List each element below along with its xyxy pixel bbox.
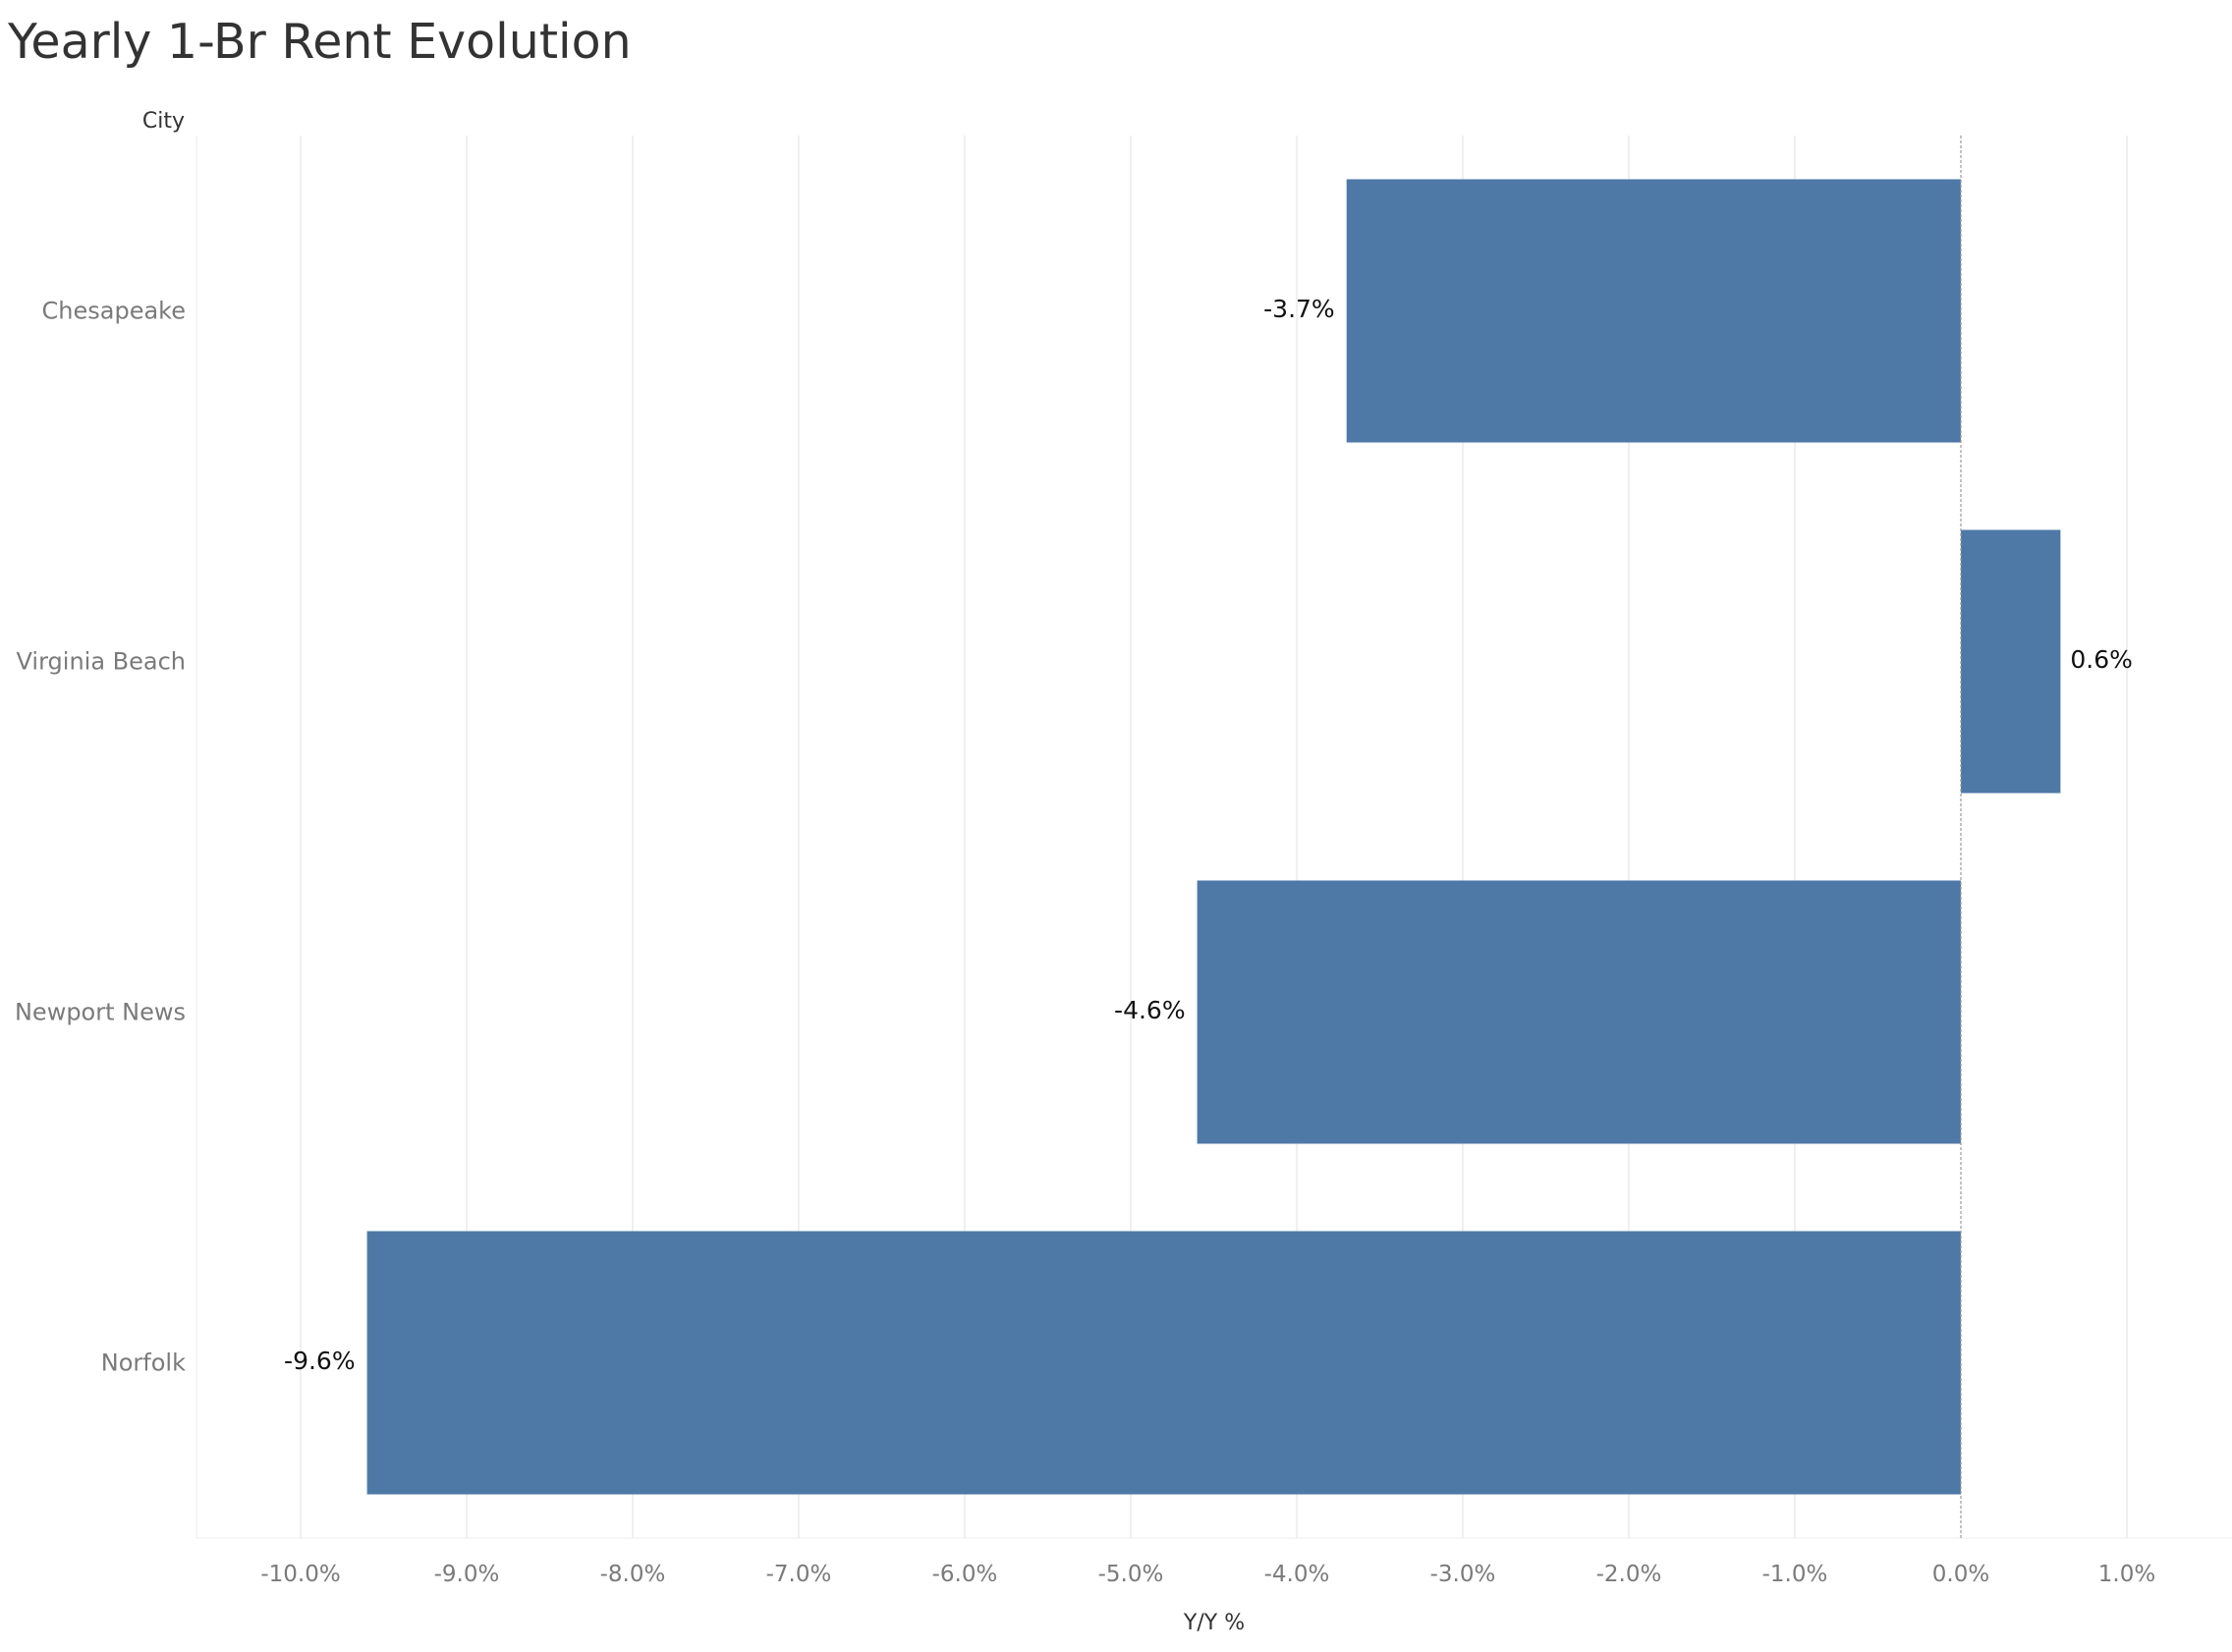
x-tick-label: -6.0% <box>932 1562 998 1587</box>
x-tick-label: -7.0% <box>766 1562 832 1587</box>
y-axis-title: City <box>142 109 185 134</box>
x-tick-label: -4.0% <box>1264 1562 1330 1587</box>
x-tick-label: -10.0% <box>260 1562 340 1587</box>
category-label: Newport News <box>15 999 186 1026</box>
x-tick-label: -9.0% <box>434 1562 500 1587</box>
category-label: Virginia Beach <box>17 648 186 676</box>
category-labels: Chesapeake Virginia Beach Newport News Norf… <box>15 298 186 1377</box>
bar-value-label: 0.6% <box>2070 645 2133 674</box>
x-tick-label: -1.0% <box>1762 1562 1828 1587</box>
bar-value-label: -9.6% <box>284 1347 356 1375</box>
x-tick-label: -3.0% <box>1430 1562 1496 1587</box>
bar <box>1346 179 1961 443</box>
category-label: Chesapeake <box>42 298 186 325</box>
chart-title: Yearly 1-Br Rent Evolution <box>8 14 632 70</box>
bar-value-label: -3.7% <box>1263 295 1335 323</box>
x-tick-label: 1.0% <box>2098 1562 2155 1587</box>
data-labels: -3.7% 0.6% -4.6% -9.6% <box>284 295 2133 1375</box>
bar <box>1197 880 1961 1144</box>
bars <box>366 179 2061 1495</box>
x-tick-label: -5.0% <box>1098 1562 1164 1587</box>
x-axis-title: Y/Y % <box>1183 1611 1245 1635</box>
x-tick-label: 0.0% <box>1932 1562 1989 1587</box>
bar <box>1961 529 2061 794</box>
bar <box>366 1231 1962 1495</box>
category-label: Norfolk <box>101 1349 186 1377</box>
x-tick-label: -2.0% <box>1596 1562 1662 1587</box>
x-tick-label: -8.0% <box>600 1562 666 1587</box>
x-axis-ticks: -10.0% -9.0% -8.0% -7.0% -6.0% -5.0% -4.0% -3.0… <box>260 1562 2155 1587</box>
bar-value-label: -4.6% <box>1114 996 1186 1024</box>
